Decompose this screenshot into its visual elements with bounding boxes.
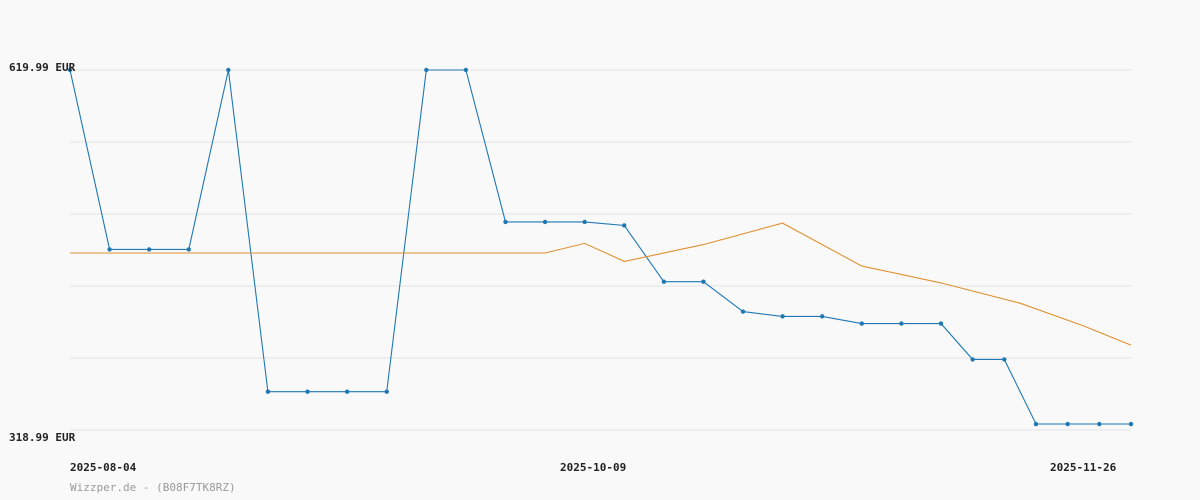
data-point xyxy=(542,219,548,225)
series-markers xyxy=(67,67,1134,427)
y-tick-label-max: 619.99 EUR xyxy=(9,61,76,74)
data-point xyxy=(1065,421,1070,427)
data-point xyxy=(67,67,73,73)
series-line-1 xyxy=(69,69,1131,425)
data-point xyxy=(305,389,310,394)
data-point xyxy=(859,321,864,326)
data-point xyxy=(226,67,231,73)
x-tick-label: 2025-10-09 xyxy=(560,461,626,474)
data-point xyxy=(622,223,627,228)
data-point xyxy=(146,247,152,252)
data-point xyxy=(899,321,904,326)
data-point xyxy=(1097,421,1102,427)
data-point xyxy=(503,219,508,225)
data-point xyxy=(661,279,667,284)
data-point xyxy=(186,247,191,252)
data-point xyxy=(463,67,469,73)
data-point xyxy=(344,389,350,394)
data-point xyxy=(384,389,389,394)
data-point xyxy=(107,247,112,252)
x-tick-label: 2025-11-26 xyxy=(1050,461,1117,474)
data-point xyxy=(1033,421,1039,427)
y-tick-label-min: 318.99 EUR xyxy=(9,431,76,444)
data-point xyxy=(820,314,825,319)
gridlines xyxy=(70,69,1131,431)
x-tick-label: 2025-08-04 xyxy=(70,461,137,474)
series-lines xyxy=(69,69,1132,425)
axis-labels: 619.99 EUR 318.99 EUR 2025-08-04 2025-10-09… xyxy=(9,61,1117,494)
data-point xyxy=(265,389,271,394)
data-point xyxy=(424,67,429,73)
source-credit: Wizzper.de - (B08F7TK8RZ) xyxy=(70,481,236,494)
data-point xyxy=(1128,421,1134,427)
data-point xyxy=(1002,357,1007,362)
data-point xyxy=(970,357,975,362)
data-point xyxy=(740,309,746,314)
data-point xyxy=(938,321,944,326)
series-line-2 xyxy=(70,222,1132,346)
data-point xyxy=(582,219,587,225)
data-point xyxy=(780,314,785,319)
data-point xyxy=(701,279,706,284)
